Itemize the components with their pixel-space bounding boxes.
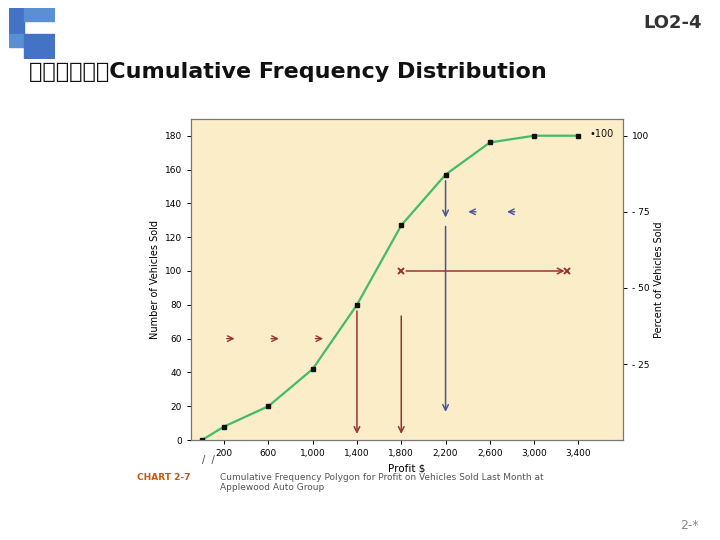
Y-axis label: Number of Vehicles Sold: Number of Vehicles Sold xyxy=(150,220,161,339)
Bar xyxy=(9,33,24,46)
Text: 累積次數分配Cumulative Frequency Distribution: 累積次數分配Cumulative Frequency Distribution xyxy=(29,62,546,82)
Text: /  /: / / xyxy=(202,455,215,464)
Text: Cumulative Frequency Polygon for Profit on Vehicles Sold Last Month at
Applewood: Cumulative Frequency Polygon for Profit … xyxy=(220,472,543,492)
Text: LO2-4: LO2-4 xyxy=(644,14,702,31)
Text: 2-*: 2-* xyxy=(680,519,698,532)
Bar xyxy=(9,8,24,33)
Text: CHART 2-7: CHART 2-7 xyxy=(137,472,190,482)
Y-axis label: Percent of Vehicles Sold: Percent of Vehicles Sold xyxy=(654,221,664,338)
Bar xyxy=(24,8,55,21)
X-axis label: Profit $: Profit $ xyxy=(388,464,426,474)
Text: •100: •100 xyxy=(590,129,614,139)
Bar xyxy=(24,33,55,59)
